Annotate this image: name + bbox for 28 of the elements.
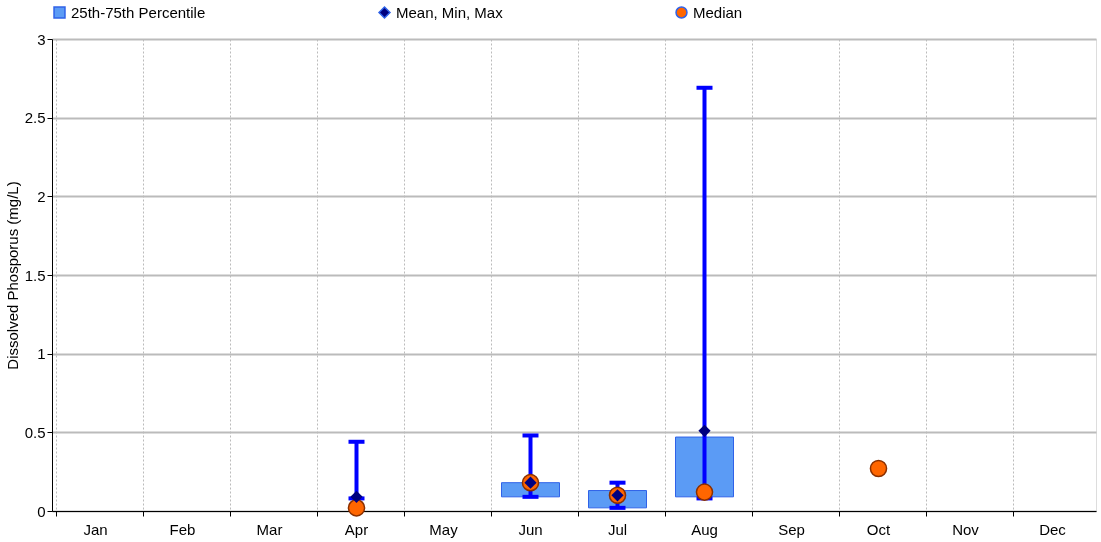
- y-tick-label: 0.5: [24, 423, 46, 441]
- legend-label: 25th-75th Percentile: [71, 3, 206, 21]
- x-tick-label: Feb: [169, 520, 196, 538]
- y-tick-label: 2.5: [24, 109, 46, 127]
- x-tick-label: Mar: [256, 520, 283, 538]
- y-tick-label: 1: [37, 345, 46, 363]
- x-tick-label: Jun: [518, 520, 543, 538]
- y-axis-title: Dissolved Phosporus (mg/L): [3, 181, 21, 370]
- point: [869, 459, 888, 478]
- legend-label: Mean, Min, Max: [396, 3, 504, 21]
- y-tick-label: 3: [37, 30, 46, 48]
- x-tick-label: Oct: [866, 520, 891, 538]
- legend-label: Median: [693, 3, 743, 21]
- point: [347, 499, 366, 517]
- point: [698, 424, 711, 437]
- y-tick-label: 1.5: [24, 266, 46, 284]
- x-tick-label: Jan: [83, 520, 108, 538]
- x-tick-label: Jul: [607, 520, 628, 538]
- point: [695, 483, 714, 501]
- x-tick-label: Apr: [344, 520, 369, 538]
- point: [350, 490, 363, 503]
- y-tick-label: 2: [37, 187, 46, 205]
- x-tick-label: Aug: [691, 520, 718, 538]
- x-tick-label: May: [429, 520, 459, 538]
- x-tick-label: Sep: [778, 520, 805, 538]
- x-tick-label: Nov: [952, 520, 980, 538]
- y-tick-label: 0: [37, 502, 46, 520]
- x-tick-label: Dec: [1039, 520, 1067, 538]
